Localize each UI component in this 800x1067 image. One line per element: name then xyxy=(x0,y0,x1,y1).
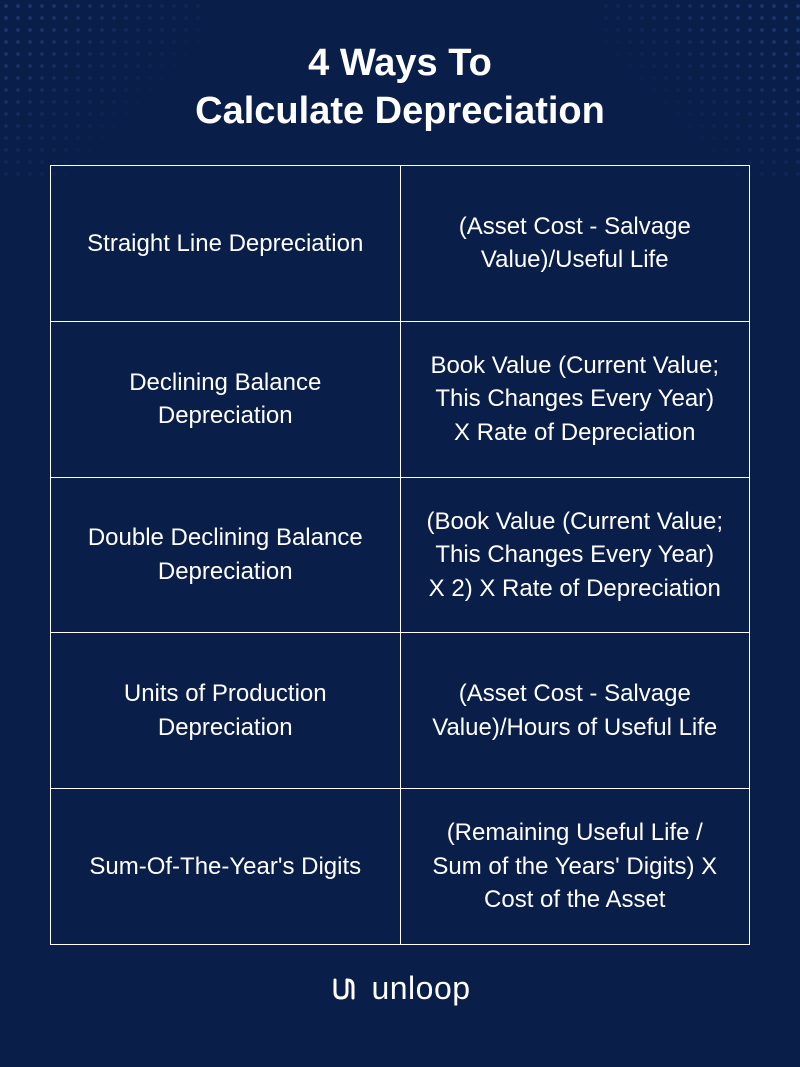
table-row: Sum-Of-The-Year's Digits (Remaining Usef… xyxy=(51,789,749,944)
formula-cell: (Book Value (Current Value; This Changes… xyxy=(401,478,750,633)
unloop-logo-icon xyxy=(329,974,359,1004)
formula-cell: (Asset Cost - Salvage Value)/Hours of Us… xyxy=(401,633,750,788)
main-container: 4 Ways To Calculate Depreciation Straigh… xyxy=(0,0,800,1067)
method-cell: Declining Balance Depreciation xyxy=(51,322,401,477)
depreciation-table: Straight Line Depreciation (Asset Cost -… xyxy=(50,165,750,945)
formula-cell: (Remaining Useful Life / Sum of the Year… xyxy=(401,789,750,944)
method-cell: Double Declining Balance Depreciation xyxy=(51,478,401,633)
title-line-2: Calculate Depreciation xyxy=(195,90,605,132)
footer: unloop xyxy=(50,970,750,1037)
table-row: Double Declining Balance Depreciation (B… xyxy=(51,478,749,634)
method-cell: Straight Line Depreciation xyxy=(51,166,401,321)
formula-cell: (Asset Cost - Salvage Value)/Useful Life xyxy=(401,166,750,321)
table-row: Units of Production Depreciation (Asset … xyxy=(51,633,749,789)
formula-cell: Book Value (Current Value; This Changes … xyxy=(401,322,750,477)
table-row: Straight Line Depreciation (Asset Cost -… xyxy=(51,166,749,322)
page-title: 4 Ways To Calculate Depreciation xyxy=(50,40,750,135)
table-row: Declining Balance Depreciation Book Valu… xyxy=(51,322,749,478)
title-line-1: 4 Ways To xyxy=(308,42,492,84)
method-cell: Sum-Of-The-Year's Digits xyxy=(51,789,401,944)
method-cell: Units of Production Depreciation xyxy=(51,633,401,788)
brand-name: unloop xyxy=(371,970,470,1007)
